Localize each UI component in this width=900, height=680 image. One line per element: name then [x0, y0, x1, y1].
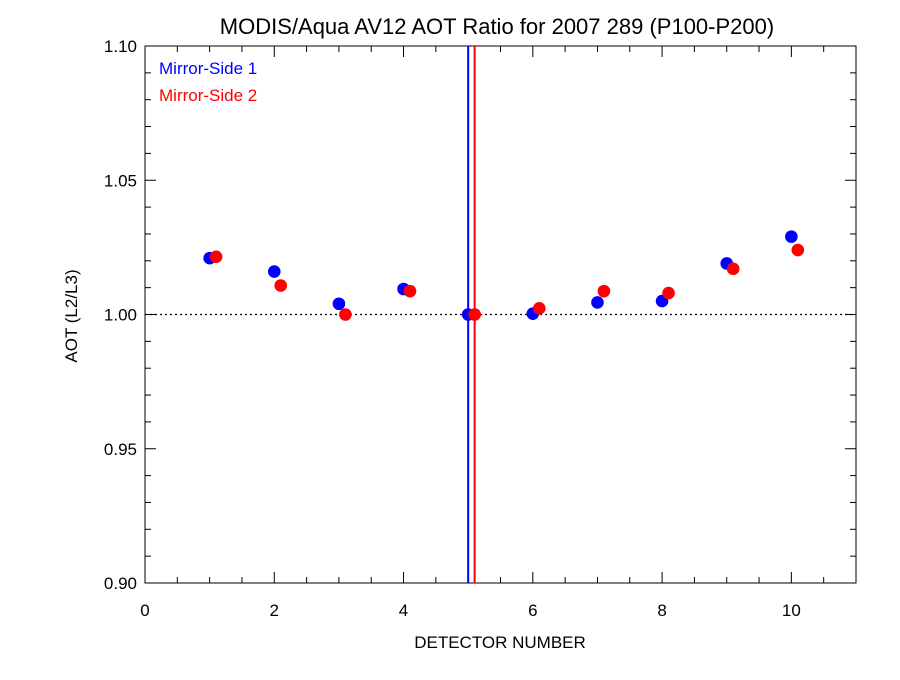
data-point-series-2 — [791, 243, 805, 257]
y-tick-label: 1.10 — [104, 37, 137, 56]
data-point-series-2 — [468, 308, 481, 321]
data-point-series-2 — [726, 262, 740, 276]
data-point-series-2 — [662, 286, 675, 300]
plot-area: 0 2 4 6 8 10 0.90 0.95 1.00 1.05 1.10 Mirror-Side 1… — [104, 37, 857, 620]
y-tick-label: 1.05 — [104, 171, 137, 190]
legend-entry-series-1: Mirror-Side 1 — [159, 59, 257, 78]
data-point-series-2 — [209, 250, 223, 264]
y-axis-label: AOT (L2/L3) — [62, 269, 81, 362]
data-point-series-2 — [403, 284, 417, 298]
data-point-series-1 — [267, 265, 281, 278]
x-tick-label: 0 — [140, 601, 149, 620]
legend-entry-series-2: Mirror-Side 2 — [159, 86, 257, 105]
y-tick-label: 0.90 — [104, 574, 137, 593]
data-point-series-2 — [597, 284, 611, 298]
x-tick-label: 8 — [657, 601, 666, 620]
data-point-series-1 — [785, 230, 798, 243]
x-axis-label: DETECTOR NUMBER — [414, 633, 586, 652]
data-point-series-1 — [332, 297, 346, 311]
y-tick-label: 1.00 — [104, 306, 137, 325]
x-tick-label: 10 — [782, 601, 801, 620]
data-point-series-2 — [339, 308, 352, 321]
data-point-series-2 — [532, 302, 546, 315]
chart-title: MODIS/Aqua AV12 AOT Ratio for 2007 289 (… — [220, 14, 774, 39]
x-tick-label: 6 — [528, 601, 537, 620]
x-tick-label: 2 — [270, 601, 279, 620]
x-tick-label: 4 — [399, 601, 408, 620]
data-point-series-1 — [591, 296, 604, 309]
data-point-series-2 — [274, 279, 288, 292]
y-tick-label: 0.95 — [104, 440, 137, 459]
